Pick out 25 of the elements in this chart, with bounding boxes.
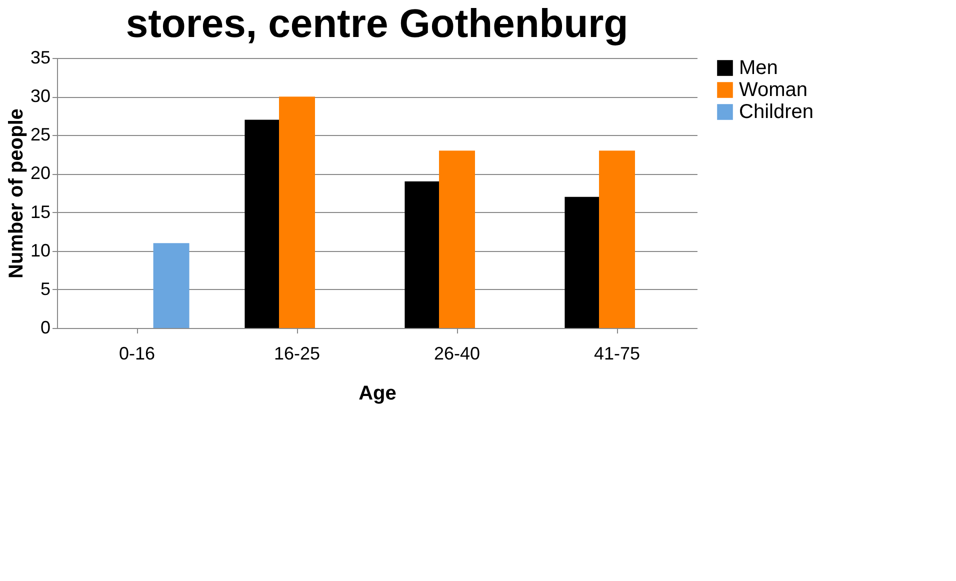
x-tick-label: 16-25: [274, 344, 320, 364]
bar: [404, 181, 441, 328]
legend-label: Children: [739, 101, 814, 123]
y-tick-label: 10: [30, 240, 50, 260]
y-tick-label: 0: [40, 318, 50, 338]
y-tick-label: 35: [30, 48, 50, 68]
bar: [439, 150, 475, 328]
x-axis-title: Age: [358, 382, 396, 404]
y-tick-label: 25: [30, 124, 50, 145]
legend-label: Men: [739, 57, 778, 79]
legend-label: Woman: [739, 79, 808, 101]
bar: [279, 96, 315, 328]
y-tick-label: 15: [30, 202, 50, 222]
x-tick-label: 41-75: [594, 344, 640, 364]
y-tick-label: 5: [40, 278, 50, 299]
y-tick-label: 30: [30, 86, 50, 106]
bar: [564, 196, 601, 328]
bar: [244, 120, 281, 328]
x-tick-label: 26-40: [434, 344, 480, 364]
bar: [599, 150, 635, 328]
y-tick-label: 20: [30, 163, 50, 184]
y-axis-title: Number of people: [5, 108, 28, 279]
bar: [153, 243, 190, 328]
x-tick-label: 0-16: [118, 344, 156, 364]
chart-title: stores, centre Gothenburg: [126, 2, 628, 46]
